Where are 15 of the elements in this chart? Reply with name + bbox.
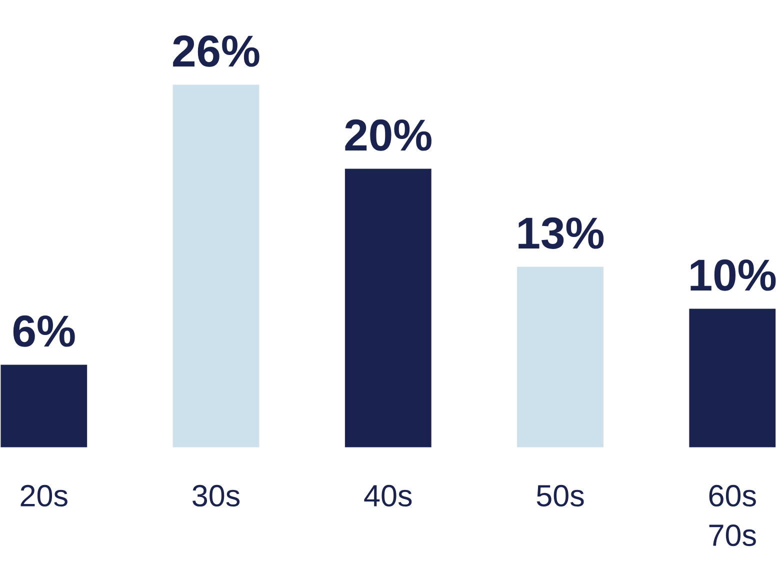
bar	[688, 307, 777, 448]
data-label: 20%	[345, 119, 432, 151]
data-label: 26%	[173, 35, 260, 67]
data-label: 10%	[690, 259, 776, 291]
data-label: 13%	[518, 217, 604, 249]
x-tick-label: 60s 70s	[709, 484, 756, 546]
bar	[344, 167, 433, 448]
bar	[0, 363, 88, 448]
x-tick-label: 40s	[364, 484, 412, 507]
bar	[516, 265, 605, 448]
x-tick-label: 50s	[536, 484, 584, 507]
x-tick-label: 20s	[20, 484, 68, 507]
data-label: 6%	[13, 315, 75, 347]
x-tick-label: 30s	[192, 484, 240, 507]
bar	[171, 83, 261, 448]
